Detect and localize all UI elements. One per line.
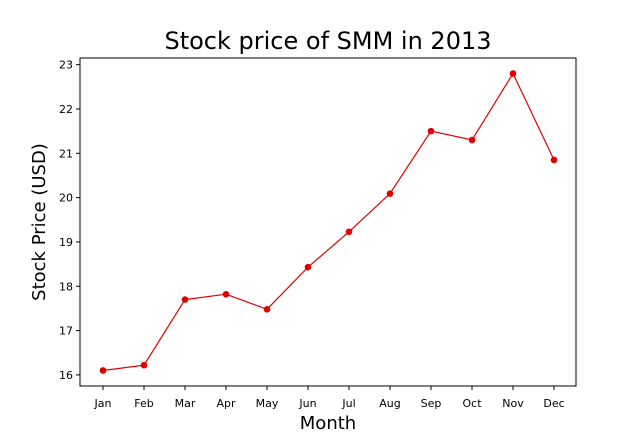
- y-tick-label: 20: [59, 192, 73, 205]
- y-tick-label: 16: [59, 369, 73, 382]
- x-tick-label: Apr: [216, 397, 236, 410]
- y-tick-label: 23: [59, 59, 73, 72]
- data-point: [509, 70, 517, 77]
- x-tick-label: Mar: [175, 397, 196, 410]
- chart-title: Stock price of SMM in 2013: [164, 27, 491, 55]
- y-tick-label: 18: [59, 280, 73, 293]
- data-point: [550, 156, 558, 164]
- x-tick-label: Sep: [421, 397, 442, 410]
- x-axis-label: Month: [300, 413, 356, 434]
- data-point: [345, 228, 353, 236]
- y-axis: 16 17 18 19 20 21 22 23: [59, 59, 80, 382]
- y-tick-label: 19: [59, 236, 73, 249]
- y-tick-label: 22: [59, 103, 73, 116]
- x-tick-label: Jun: [298, 397, 316, 410]
- x-tick-label: Jan: [94, 397, 112, 410]
- x-tick-label: Feb: [134, 397, 153, 410]
- data-point: [181, 296, 189, 303]
- x-tick-label: Nov: [502, 397, 524, 410]
- data-point: [263, 306, 271, 313]
- x-tick-label: Oct: [462, 397, 482, 410]
- x-tick-label: Jul: [341, 397, 355, 410]
- data-point: [140, 361, 148, 369]
- data-point: [304, 263, 312, 271]
- x-tick-label: Dec: [543, 397, 564, 410]
- data-point: [99, 367, 107, 374]
- data-point: [427, 127, 435, 135]
- data-point: [386, 190, 394, 197]
- data-point: [222, 290, 230, 298]
- x-tick-label: Aug: [379, 397, 400, 410]
- y-axis-label: Stock Price (USD): [29, 143, 50, 301]
- data-point: [468, 136, 476, 144]
- x-tick-label: May: [256, 397, 279, 410]
- y-tick-label: 21: [59, 147, 73, 160]
- y-tick-label: 17: [59, 325, 73, 338]
- series-line: [102, 72, 555, 372]
- x-axis: Jan Feb Mar Apr May Jun Jul Aug Sep Oct Nov Dec: [94, 386, 565, 410]
- price-series: [99, 70, 558, 374]
- plot-area: [79, 57, 577, 387]
